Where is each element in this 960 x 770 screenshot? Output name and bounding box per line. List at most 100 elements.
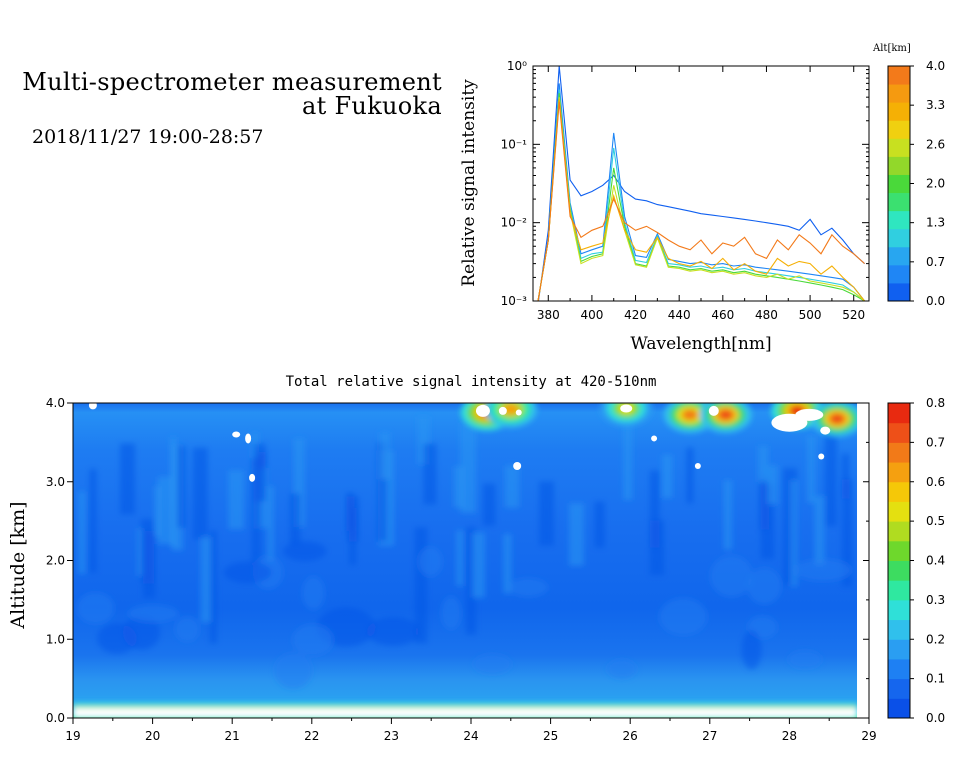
heatmap-blob: [787, 650, 823, 669]
heatmap-streak: [209, 530, 217, 644]
intensity-colorbar-swatch: [888, 698, 910, 719]
heatmap-blob: [127, 604, 179, 623]
heatmap-missing-patch: [475, 404, 490, 417]
altitude-colorbar-tick-label: 0.7: [926, 255, 945, 269]
spectrum-y-ticks: 10⁻³ 10⁻² 10⁻¹ 10⁰: [501, 59, 869, 308]
altitude-colorbar-swatch: [888, 120, 910, 139]
heatmap-streak: [137, 528, 144, 576]
spectrum-lines: [537, 66, 866, 301]
heatmap-ylabel: Altitude [km]: [7, 501, 29, 629]
heatmap-blob: [174, 616, 200, 642]
heatmap-streak: [228, 470, 244, 530]
chart-title-line-2: at Fukuoka: [302, 92, 442, 120]
heatmap-x-tick-label: 24: [463, 729, 478, 743]
altitude-colorbar-swatch: [888, 210, 910, 230]
intensity-colorbar-tick-label: 0.8: [926, 396, 945, 410]
heatmap-x-tick-label: 22: [304, 729, 319, 743]
heatmap-missing-patch: [818, 453, 825, 460]
intensity-colorbar-tick-label: 0.7: [926, 435, 945, 449]
spectrum-x-tick-label: 460: [711, 308, 734, 322]
heatmap-blob: [606, 659, 637, 679]
heatmap-streak: [807, 435, 816, 503]
heatmap-y-ticks: 0.0 1.0 2.0 3.0 4.0: [46, 396, 869, 725]
heatmap-y-tick-label: 0.0: [46, 711, 65, 725]
heatmap-streak: [766, 465, 778, 505]
heatmap-x-tick-label: 23: [384, 729, 399, 743]
spectrum-x-tick-label: 480: [755, 308, 778, 322]
altitude-colorbar-tick-label: 2.6: [926, 137, 945, 151]
heatmap-blob: [282, 541, 327, 562]
heatmap-streak: [456, 530, 464, 587]
heatmap-streak: [78, 491, 86, 574]
intensity-colorbar-swatch: [888, 599, 910, 621]
intensity-colorbar-swatch: [888, 540, 910, 561]
spectrum-x-tick-label: 520: [842, 308, 865, 322]
spectrum-series-6: [537, 101, 865, 301]
heatmap-y-tick-label: 2.0: [46, 554, 65, 568]
altitude-colorbar-swatch: [888, 66, 910, 85]
heatmap-streak: [267, 486, 274, 562]
intensity-colorbar-swatch: [888, 521, 910, 542]
heatmap-streak: [594, 501, 605, 548]
heatmap-streak: [723, 480, 733, 550]
heatmap-streak: [841, 479, 853, 587]
altitude-colorbar-swatch: [888, 102, 910, 121]
heatmap-streak: [824, 420, 837, 527]
altitude-colorbar-ticks: 0.0 0.7 1.3 2.0 2.6 3.3 4.0: [910, 59, 945, 308]
heatmap-ground-band: [73, 702, 858, 707]
spectrum-series-5: [537, 98, 866, 301]
intensity-colorbar-swatch: [888, 658, 910, 680]
heatmap-blob: [794, 558, 852, 582]
heatmap-missing-patch: [820, 426, 831, 435]
altitude-colorbar-swatches: [888, 66, 910, 302]
altitude-colorbar-swatch: [888, 192, 910, 212]
heatmap-blob: [659, 597, 708, 636]
intensity-colorbar-swatch: [888, 560, 910, 581]
heatmap-hotspot: [829, 413, 845, 425]
heatmap-hotspot: [717, 409, 734, 421]
heatmap-missing-patch: [795, 408, 824, 421]
spectrum-panel: 380 400 420 440 460 480 500 520 10⁻³ 10⁻² 10⁻¹ 10⁰…: [459, 59, 870, 354]
heatmap-streak: [293, 438, 305, 527]
altitude-colorbar-swatch: [888, 264, 910, 284]
heatmap-streak: [460, 422, 476, 513]
title-block: Multi-spectrometer measurement at Fukuok…: [10, 70, 442, 148]
heatmap-missing-patch: [708, 405, 719, 416]
intensity-colorbar-swatch: [888, 580, 910, 601]
altitude-colorbar-swatch: [888, 228, 910, 248]
heatmap-streak: [379, 432, 391, 480]
heatmap-blob: [441, 596, 462, 630]
heatmap-missing-patch: [232, 431, 241, 438]
heatmap-x-tick-label: 27: [702, 729, 717, 743]
heatmap-blob: [223, 561, 272, 584]
spectrum-x-ticks: 380 400 420 440 460 480 500 520: [537, 66, 865, 322]
intensity-colorbar-swatch: [888, 501, 910, 522]
heatmap-blob: [366, 616, 420, 646]
heatmap-streak: [504, 465, 520, 508]
heatmap-x-tick-label: 25: [543, 729, 558, 743]
heatmap-missing-patch: [249, 473, 256, 482]
intensity-colorbar-swatch: [888, 442, 910, 463]
heatmap-blob: [747, 567, 782, 605]
altitude-colorbar: 0.0 0.7 1.3 2.0 2.6 3.3 4.0 Alt[km]: [872, 43, 945, 308]
spectrum-y-tick-label: 10⁰: [507, 59, 527, 73]
intensity-colorbar-tick-label: 0.0: [926, 711, 945, 725]
spectrum-series-1: [537, 83, 866, 301]
heatmap-streak: [376, 442, 388, 542]
intensity-colorbar-tick-label: 0.2: [926, 632, 945, 646]
heatmap-streak: [289, 493, 301, 545]
heatmap-streak: [472, 532, 485, 598]
intensity-colorbar-swatch: [888, 422, 910, 443]
heatmap-field: [73, 403, 869, 718]
heatmap-y-tick-label: 1.0: [46, 632, 65, 646]
heatmap-streak: [661, 454, 673, 498]
heatmap-streak: [569, 503, 584, 566]
heatmap-streak: [423, 443, 437, 505]
altitude-colorbar-tick-label: 2.0: [926, 177, 945, 191]
intensity-colorbar-swatch: [888, 462, 910, 483]
heatmap-blob: [97, 622, 137, 654]
heatmap-hotspot: [503, 403, 519, 415]
date-range: 2018/11/27 19:00-28:57: [32, 126, 264, 148]
heatmap-panel: Total relative signal intensity at 420-5…: [7, 374, 877, 743]
